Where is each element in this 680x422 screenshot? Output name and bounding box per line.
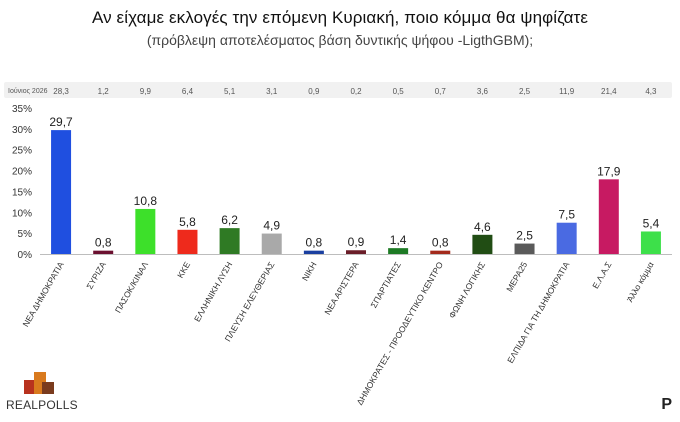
bar (346, 250, 366, 254)
y-tick-label: 5% (18, 229, 33, 240)
data-label: 5,8 (179, 215, 196, 229)
bar (556, 222, 577, 254)
x-tick-label: ΠΑΣΟΚ/ΚΙΝΑΛ (113, 260, 150, 315)
comparison-value: 3,1 (266, 87, 278, 96)
bar (640, 231, 661, 254)
data-label: 0,8 (95, 236, 112, 250)
comparison-value: 0,7 (435, 87, 447, 96)
x-tick-label: ΦΩΝΗ ΛΟΓΙΚΗΣ (447, 260, 487, 320)
bar (388, 248, 409, 254)
x-tick-label: ΣΥΡΙΖΑ (84, 260, 108, 291)
comparison-value: 1,2 (98, 87, 110, 96)
x-tick-label: ΝΕΑ ΑΡΙΣΤΕΡΑ (322, 260, 361, 317)
comparison-value: 6,4 (182, 87, 194, 96)
comparison-value: 0,9 (308, 87, 320, 96)
x-tick-label: ΠΛΕΥΣΗ ΕΛΕΥΘΕΡΙΑΣ (223, 260, 277, 343)
bar (472, 234, 493, 254)
bar (135, 208, 156, 254)
comparison-row: Ιούνιος 2026 28,3 1,2 9,9 6,4 5,1 3,1 0,9 0,2 0,5… (4, 82, 672, 98)
realpolls-logo-text: REALPOLLS (6, 398, 78, 412)
y-tick-label: 20% (12, 167, 32, 178)
bar (261, 233, 282, 254)
y-tick-label: 15% (12, 187, 32, 198)
comparison-value: 0,5 (393, 87, 405, 96)
bar (430, 250, 451, 254)
publisher-logo: P (661, 396, 672, 413)
realpolls-logo-icon (24, 372, 54, 394)
x-tick-label: ΚΚΕ (175, 260, 192, 280)
comparison-row-bg (4, 82, 672, 98)
y-tick-label: 30% (12, 125, 32, 136)
data-label: 10,8 (134, 194, 158, 208)
comparison-value: 5,1 (224, 87, 236, 96)
data-label: 0,8 (306, 236, 323, 250)
x-tick-label: ΝΙΚΗ (300, 260, 319, 283)
data-label: 7,5 (558, 208, 575, 222)
y-axis: 0% 5% 10% 15% 20% 25% 30% 35% (12, 104, 672, 261)
bar (514, 243, 535, 254)
y-tick-label: 25% (12, 146, 32, 157)
data-label: 5,4 (643, 216, 660, 230)
y-tick-label: 10% (12, 208, 32, 219)
data-label: 17,9 (597, 164, 621, 178)
data-label: 0,8 (432, 236, 449, 250)
realpolls-logo: REALPOLLS (6, 368, 78, 414)
data-label: 29,7 (49, 115, 73, 129)
bar (303, 250, 324, 254)
x-tick-label: ΣΠΑΡΤΙΑΤΕΣ (368, 260, 402, 310)
comparison-row-label: Ιούνιος 2026 (8, 87, 48, 95)
data-label: 0,9 (348, 235, 365, 249)
comparison-value: 21,4 (601, 87, 617, 96)
comparison-value: 2,5 (519, 87, 531, 96)
comparison-value: 3,6 (477, 87, 489, 96)
comparison-value: 9,9 (140, 87, 152, 96)
x-tick-label: Ε.Λ.Α.Σ (590, 260, 613, 290)
comparison-value: 28,3 (53, 87, 69, 96)
x-tick-label: ΜΕΡΑ25 (504, 260, 529, 294)
bar (598, 179, 619, 254)
x-tick-label: ΔΗΜΟΚΡΑΤΕΣ - ΠΡΟΟΔΕΥΤΙΚΟ ΚΕΝΤΡΟ (354, 260, 445, 407)
comparison-value: 0,2 (350, 87, 362, 96)
data-label: 1,4 (390, 233, 407, 247)
bar (51, 130, 72, 254)
chart-subtitle: (πρόβλεψη αποτελέσματος βάση δυντικής ψή… (146, 32, 534, 48)
comparison-value: 4,3 (645, 87, 657, 96)
x-tick-label: ΝΕΑ ΔΗΜΟΚΡΑΤΙΑ (20, 260, 66, 329)
x-tick-label: ΕΛΛΗΝΙΚΗ ΛΥΣΗ (192, 260, 234, 323)
bar (177, 229, 198, 254)
data-label: 2,5 (516, 229, 533, 243)
x-tick-label: Άλλο κόμμα (625, 260, 656, 304)
y-tick-label: 0% (18, 250, 33, 261)
comparison-value: 11,9 (559, 87, 575, 96)
data-label: 4,9 (263, 219, 280, 233)
y-tick-label: 35% (12, 104, 32, 115)
data-label: 4,6 (474, 220, 491, 234)
x-axis: ΝΕΑ ΔΗΜΟΚΡΑΤΙΑ ΣΥΡΙΖΑ ΠΑΣΟΚ/ΚΙΝΑΛ ΚΚΕ ΕΛΛΗΝΙ… (20, 260, 655, 407)
bars: 29,7 0,8 10,8 5,8 6,2 4,9 0,8 0,9 1,4 0,8 4,6 2,5 7,… (49, 115, 661, 254)
chart-title: Αν είχαμε εκλογές την επόμενη Κυριακή, π… (91, 8, 589, 27)
data-label: 6,2 (221, 213, 238, 227)
bar (219, 228, 240, 254)
bar (93, 250, 114, 254)
